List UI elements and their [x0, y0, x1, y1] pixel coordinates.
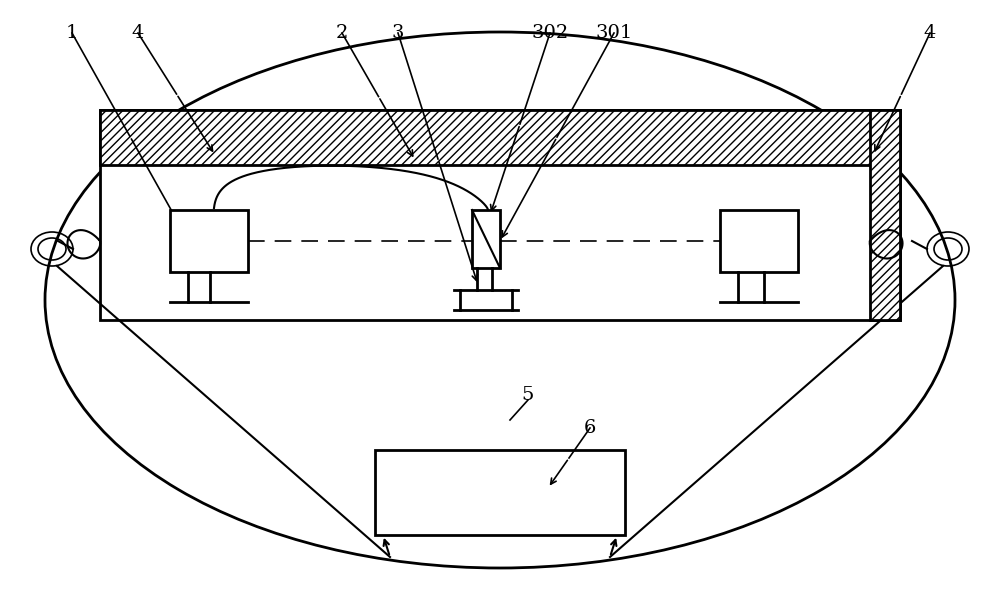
Bar [720, 210, 798, 272]
Text: 3: 3 [392, 24, 404, 42]
Text: 302: 302 [531, 24, 569, 42]
Text: 4: 4 [132, 24, 144, 42]
Bar [472, 210, 500, 268]
Text: 6: 6 [584, 419, 596, 437]
Bar [870, 110, 900, 320]
Bar [100, 110, 900, 165]
Text: 2: 2 [336, 24, 348, 42]
Text: 5: 5 [522, 386, 534, 404]
Bar [375, 450, 625, 535]
Text: 301: 301 [595, 24, 633, 42]
Bar [170, 210, 248, 272]
Text: 4: 4 [924, 24, 936, 42]
Ellipse shape [45, 32, 955, 568]
Bar [100, 110, 900, 320]
Text: 1: 1 [66, 24, 78, 42]
